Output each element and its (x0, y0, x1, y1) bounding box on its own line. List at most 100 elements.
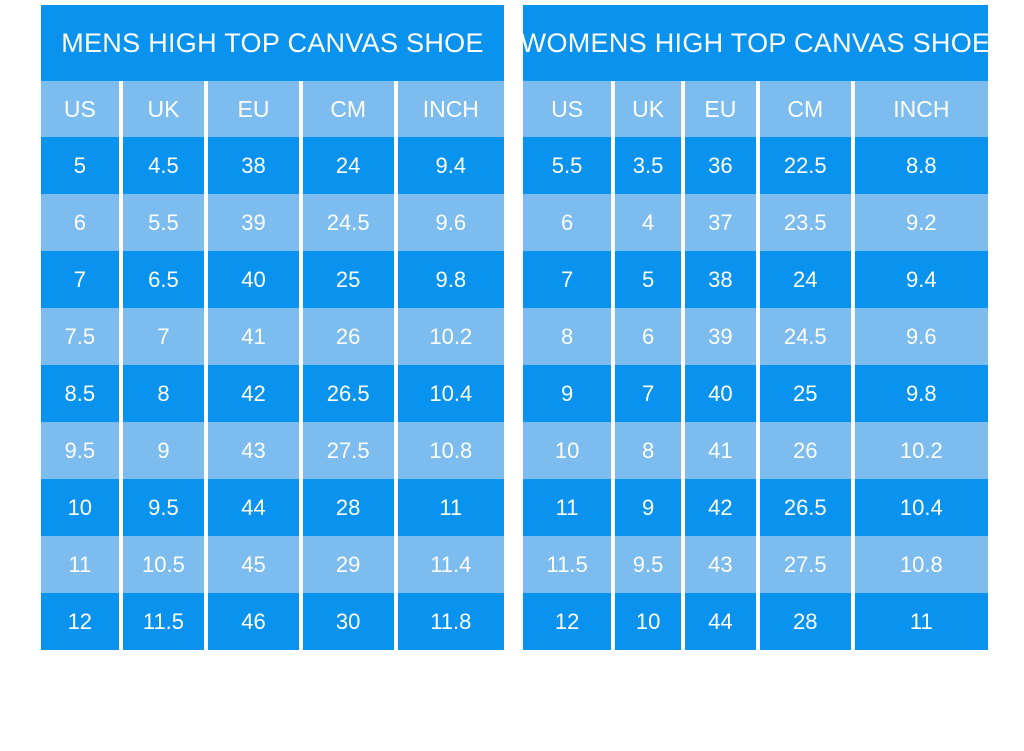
column-header-eu: EU (204, 81, 301, 137)
size-cell: 9.5 (64, 437, 96, 463)
table-row: 6 4 37 23.5 9.2 (523, 194, 988, 251)
size-cell: 8 (118, 365, 207, 422)
size-cell: 10.4 (393, 365, 504, 422)
size-cell: 9 (118, 422, 207, 479)
table-row: 11 9 42 26.5 10.4 (523, 479, 988, 536)
size-cell: 6 (73, 209, 86, 235)
size-cell: 7 (611, 365, 683, 422)
size-cell: 7.5 (64, 323, 96, 349)
womens-size-table: WOMENS HIGH TOP CANVAS SHOE US UK EU CM INCH… (521, 5, 990, 650)
size-cell: 23.5 (755, 194, 853, 251)
mens-size-grid: US UK EU CM INCH 5 4.5 38 24 9.4 6 5.5 39 24.5 9.6 7 6.… (41, 81, 504, 650)
size-cell: 40 (204, 251, 301, 308)
size-cell: 40 (680, 365, 758, 422)
size-cell: 43 (680, 536, 758, 593)
size-cell: 12 (554, 608, 580, 634)
mens-size-table: MENS HIGH TOP CANVAS SHOE US UK EU CM INCH 5… (41, 5, 504, 650)
size-cell: 7 (73, 266, 86, 292)
table-row: 12 10 44 28 11 (523, 593, 988, 650)
size-cell: 30 (298, 593, 396, 650)
size-cell: 10.5 (118, 536, 207, 593)
table-row: 9.5 9 43 27.5 10.8 (41, 422, 504, 479)
column-header-uk: UK (118, 81, 207, 137)
size-cell: 9.6 (393, 194, 504, 251)
size-cell: 6.5 (118, 251, 207, 308)
size-cell: 11 (850, 593, 988, 650)
size-cell: 6 (611, 308, 683, 365)
size-cell: 10.4 (850, 479, 988, 536)
size-cell: 10 (554, 437, 580, 463)
size-cell: 38 (680, 251, 758, 308)
size-cell: 11 (555, 494, 579, 520)
size-cell: 11 (68, 551, 92, 577)
size-cell: 26.5 (755, 479, 853, 536)
size-cell: 11.4 (393, 536, 504, 593)
table-row: 10 8 41 26 10.2 (523, 422, 988, 479)
size-cell: 5 (73, 152, 86, 178)
size-cell: 10.8 (850, 536, 988, 593)
size-cell: 4 (611, 194, 683, 251)
column-header-cm: CM (755, 81, 853, 137)
table-row: 7.5 7 41 26 10.2 (41, 308, 504, 365)
size-cell: 24 (298, 137, 396, 194)
size-cell: 29 (298, 536, 396, 593)
table-row: 11 10.5 45 29 11.4 (41, 536, 504, 593)
column-header-cm: CM (298, 81, 396, 137)
size-cell: 8 (560, 323, 574, 349)
table-row: 8.5 8 42 26.5 10.4 (41, 365, 504, 422)
size-cell: 24 (755, 251, 853, 308)
size-cell: 4.5 (118, 137, 207, 194)
column-header-eu: EU (680, 81, 758, 137)
size-cell: 5 (611, 251, 683, 308)
size-cell: 37 (680, 194, 758, 251)
womens-size-grid: US UK EU CM INCH 5.5 3.5 36 22.5 8.8 6 4 37 23.5 9.2 7… (523, 81, 988, 650)
size-cell: 22.5 (755, 137, 853, 194)
size-cell: 7 (118, 308, 207, 365)
size-cell: 12 (67, 608, 93, 634)
size-cell: 42 (204, 365, 301, 422)
table-row: 5 4.5 38 24 9.4 (41, 137, 504, 194)
size-cell: 10.2 (393, 308, 504, 365)
size-cell: 39 (204, 194, 301, 251)
column-header-uk: UK (611, 81, 683, 137)
size-cell: 26 (755, 422, 853, 479)
size-cell: 9 (560, 380, 574, 406)
table-row: 11.5 9.5 43 27.5 10.8 (523, 536, 988, 593)
size-cell: 28 (755, 593, 853, 650)
size-cell: 10.8 (393, 422, 504, 479)
size-cell: 9 (611, 479, 683, 536)
size-cell: 9.8 (850, 365, 988, 422)
size-cell: 26.5 (298, 365, 396, 422)
size-cell: 3.5 (611, 137, 683, 194)
size-cell: 42 (680, 479, 758, 536)
size-cell: 26 (298, 308, 396, 365)
mens-table-title: MENS HIGH TOP CANVAS SHOE (41, 5, 504, 81)
size-cell: 11.5 (118, 593, 207, 650)
size-cell: 43 (204, 422, 301, 479)
size-cell: 9.5 (118, 479, 207, 536)
size-cell: 28 (298, 479, 396, 536)
size-cell: 44 (680, 593, 758, 650)
size-cell: 6 (560, 209, 574, 235)
column-header-us: US (551, 95, 584, 122)
table-row: 10 9.5 44 28 11 (41, 479, 504, 536)
size-cell: 27.5 (298, 422, 396, 479)
size-cell: 9.4 (850, 251, 988, 308)
header-row: US UK EU CM INCH (523, 81, 988, 137)
size-cell: 11 (393, 479, 504, 536)
table-row: 9 7 40 25 9.8 (523, 365, 988, 422)
size-cell: 7 (560, 266, 574, 292)
size-cell: 38 (204, 137, 301, 194)
size-cell: 45 (204, 536, 301, 593)
size-cell: 10.2 (850, 422, 988, 479)
column-header-inch: INCH (393, 81, 504, 137)
size-cell: 9.8 (393, 251, 504, 308)
table-row: 7 6.5 40 25 9.8 (41, 251, 504, 308)
size-cell: 11.8 (393, 593, 504, 650)
size-cell: 25 (298, 251, 396, 308)
table-row: 7 5 38 24 9.4 (523, 251, 988, 308)
size-cell: 10 (611, 593, 683, 650)
size-cell: 24.5 (755, 308, 853, 365)
size-cell: 46 (204, 593, 301, 650)
